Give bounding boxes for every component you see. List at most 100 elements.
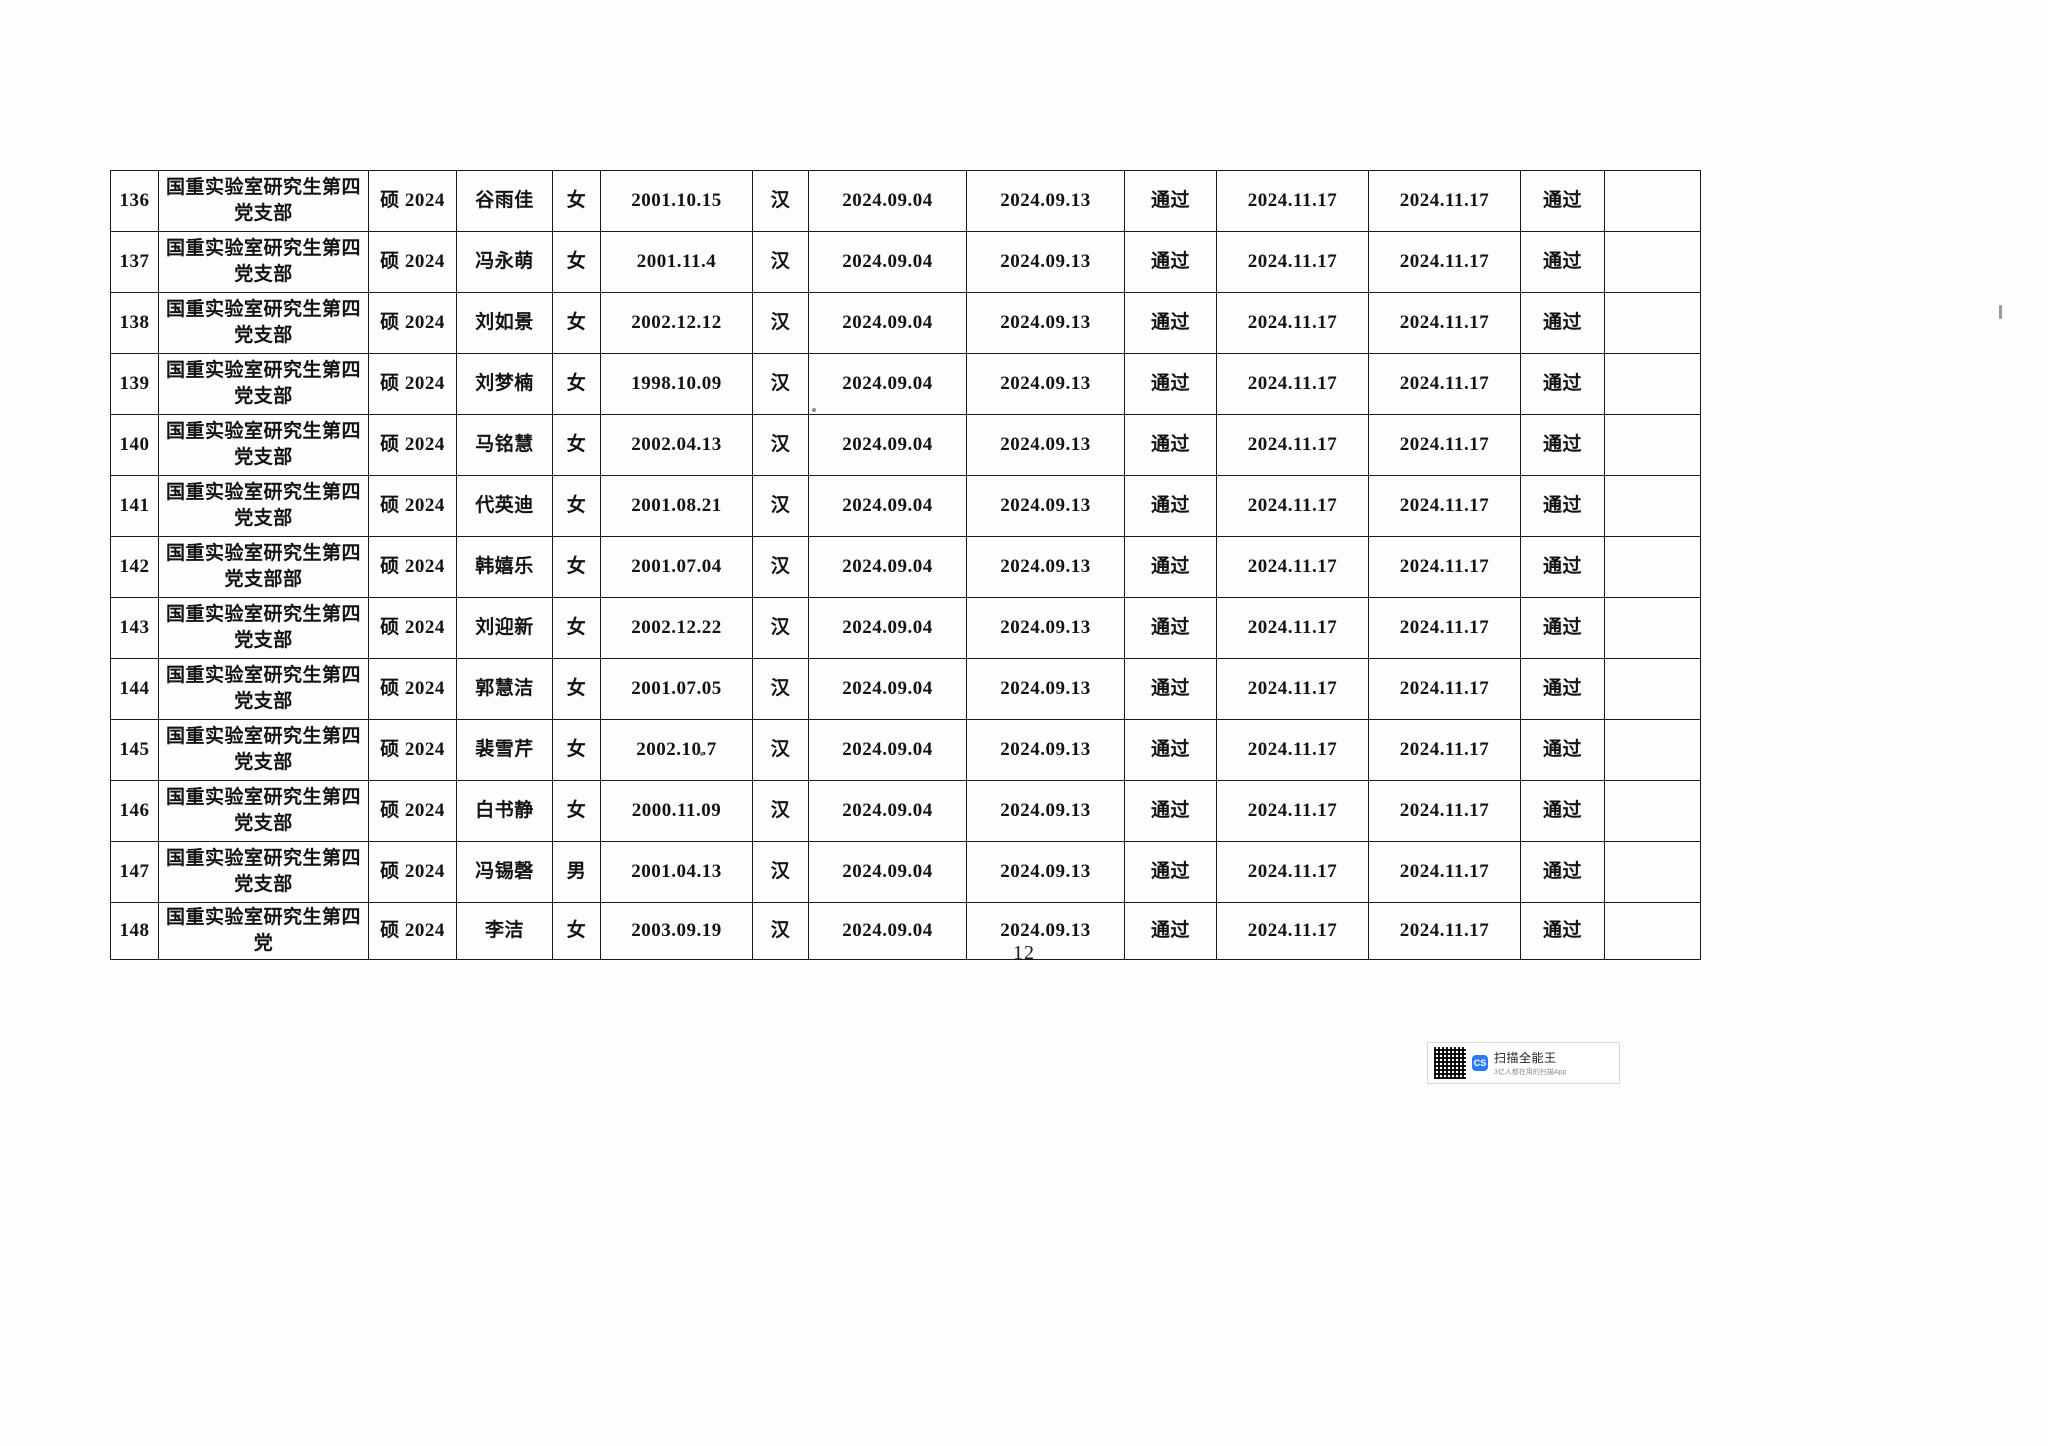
cell-application-date: 2024.09.04 (808, 231, 967, 293)
cell-approval-date: 2024.11.17 (1368, 597, 1521, 659)
cell-member-name: 谷雨佳 (456, 170, 553, 232)
cell-meeting-date: 2024.11.17 (1216, 841, 1369, 903)
table-row: 139 国重实验室研究生第四党支部硕 2024 刘梦楠女 1998.10.09 汉 202… (110, 353, 1701, 415)
roster-table-body: 136 国重实验室研究生第四党支部硕 2024 谷雨佳女 2001.10.15 汉 202… (110, 170, 1701, 961)
cell-gender: 女 (552, 719, 601, 781)
cell-birth-date: 2002.10.7 (600, 719, 753, 781)
scan-artifact-mark (1999, 305, 2002, 319)
cell-application-date: 2024.09.04 (808, 901, 967, 961)
cell-gender: 女 (552, 231, 601, 293)
cell-birth-date: 2001.10.15 (600, 170, 753, 232)
cell-application-date: 2024.09.04 (808, 780, 967, 842)
scan-artifact-mark (812, 408, 816, 412)
cell-approval-date: 2024.11.17 (1368, 841, 1521, 903)
cell-approval-date: 2024.11.17 (1368, 536, 1521, 598)
cell-batch: 硕 2024 (368, 841, 457, 903)
cell-member-name: 李洁 (456, 901, 553, 961)
cell-row-index: 136 (110, 170, 159, 232)
cell-application-date: 2024.09.04 (808, 719, 967, 781)
cell-second-result: 通过 (1520, 719, 1605, 781)
table-row: 142 国重实验室研究生第四党支部部硕 2024 韩嬉乐女 2001.07.04 汉 20… (110, 536, 1701, 598)
cell-ethnicity: 汉 (752, 414, 809, 476)
cell-row-index: 137 (110, 231, 159, 293)
cell-application-date: 2024.09.04 (808, 597, 967, 659)
table-row: 140 国重实验室研究生第四党支部硕 2024 马铭慧女 2002.04.13 汉 202… (110, 414, 1701, 476)
cell-application-date: 2024.09.04 (808, 658, 967, 720)
cell-branch-name: 国重实验室研究生第四党支部 (158, 170, 369, 232)
table-row: 145 国重实验室研究生第四党支部硕 2024 裴雪芹女 2002.10.7 汉 2024… (110, 719, 1701, 781)
cell-ethnicity: 汉 (752, 170, 809, 232)
cell-gender: 女 (552, 475, 601, 537)
cell-birth-date: 1998.10.09 (600, 353, 753, 415)
cell-ethnicity: 汉 (752, 536, 809, 598)
cell-row-index: 147 (110, 841, 159, 903)
table-row: 137 国重实验室研究生第四党支部硕 2024 冯永萌女 2001.11.4 汉 2024… (110, 231, 1701, 293)
cell-ethnicity: 汉 (752, 353, 809, 415)
table-row: 138 国重实验室研究生第四党支部硕 2024 刘如景女 2002.12.12 汉 202… (110, 292, 1701, 354)
cell-member-name: 刘迎新 (456, 597, 553, 659)
cell-branch-name: 国重实验室研究生第四党支部 (158, 780, 369, 842)
cell-row-index: 146 (110, 780, 159, 842)
camscanner-logo-icon: CS (1472, 1055, 1488, 1071)
cell-member-name: 裴雪芹 (456, 719, 553, 781)
cell-branch-name: 国重实验室研究生第四党支部 (158, 414, 369, 476)
cell-birth-date: 2001.11.4 (600, 231, 753, 293)
cell-first-result: 通过 (1124, 353, 1217, 415)
cell-gender: 女 (552, 292, 601, 354)
cell-first-result: 通过 (1124, 901, 1217, 961)
cell-first-result: 通过 (1124, 170, 1217, 232)
cell-remark (1604, 170, 1701, 232)
cell-batch: 硕 2024 (368, 719, 457, 781)
cell-second-result: 通过 (1520, 841, 1605, 903)
cell-birth-date: 2001.04.13 (600, 841, 753, 903)
cell-review-date: 2024.09.13 (966, 901, 1125, 961)
cell-branch-name: 国重实验室研究生第四党支部 (158, 719, 369, 781)
watermark-title: 扫描全能王 (1494, 1051, 1557, 1065)
cell-approval-date: 2024.11.17 (1368, 658, 1521, 720)
cell-application-date: 2024.09.04 (808, 475, 967, 537)
cell-second-result: 通过 (1520, 901, 1605, 961)
cell-meeting-date: 2024.11.17 (1216, 719, 1369, 781)
cell-batch: 硕 2024 (368, 536, 457, 598)
cell-remark (1604, 597, 1701, 659)
cell-member-name: 白书静 (456, 780, 553, 842)
watermark-subtitle: 3亿人都在用的扫描App (1494, 1069, 1567, 1076)
cell-first-result: 通过 (1124, 292, 1217, 354)
cell-ethnicity: 汉 (752, 292, 809, 354)
cell-ethnicity: 汉 (752, 719, 809, 781)
cell-birth-date: 2002.12.22 (600, 597, 753, 659)
cell-second-result: 通过 (1520, 597, 1605, 659)
cell-approval-date: 2024.11.17 (1368, 170, 1521, 232)
cell-review-date: 2024.09.13 (966, 353, 1125, 415)
qr-code-icon (1434, 1047, 1466, 1079)
table-row: 141 国重实验室研究生第四党支部硕 2024 代英迪女 2001.08.21 汉 202… (110, 475, 1701, 537)
cell-first-result: 通过 (1124, 414, 1217, 476)
cell-approval-date: 2024.11.17 (1368, 292, 1521, 354)
cell-first-result: 通过 (1124, 475, 1217, 537)
cell-review-date: 2024.09.13 (966, 170, 1125, 232)
cell-branch-name: 国重实验室研究生第四党支部 (158, 231, 369, 293)
cell-review-date: 2024.09.13 (966, 597, 1125, 659)
table-row: 147 国重实验室研究生第四党支部硕 2024 冯锡磬男 2001.04.13 汉 202… (110, 841, 1701, 903)
cell-birth-date: 2001.07.04 (600, 536, 753, 598)
cell-second-result: 通过 (1520, 658, 1605, 720)
cell-second-result: 通过 (1520, 170, 1605, 232)
cell-member-name: 马铭慧 (456, 414, 553, 476)
cell-ethnicity: 汉 (752, 231, 809, 293)
cell-review-date: 2024.09.13 (966, 780, 1125, 842)
cell-branch-name: 国重实验室研究生第四党支部 (158, 475, 369, 537)
cell-application-date: 2024.09.04 (808, 353, 967, 415)
cell-batch: 硕 2024 (368, 170, 457, 232)
table-row: 143 国重实验室研究生第四党支部硕 2024 刘迎新女 2002.12.22 汉 202… (110, 597, 1701, 659)
cell-member-name: 郭慧洁 (456, 658, 553, 720)
cell-review-date: 2024.09.13 (966, 841, 1125, 903)
page-number: 12 (1013, 942, 1035, 964)
cell-gender: 男 (552, 841, 601, 903)
cell-remark (1604, 292, 1701, 354)
cell-meeting-date: 2024.11.17 (1216, 170, 1369, 232)
cell-review-date: 2024.09.13 (966, 536, 1125, 598)
cell-application-date: 2024.09.04 (808, 841, 967, 903)
cell-second-result: 通过 (1520, 353, 1605, 415)
cell-member-name: 冯锡磬 (456, 841, 553, 903)
